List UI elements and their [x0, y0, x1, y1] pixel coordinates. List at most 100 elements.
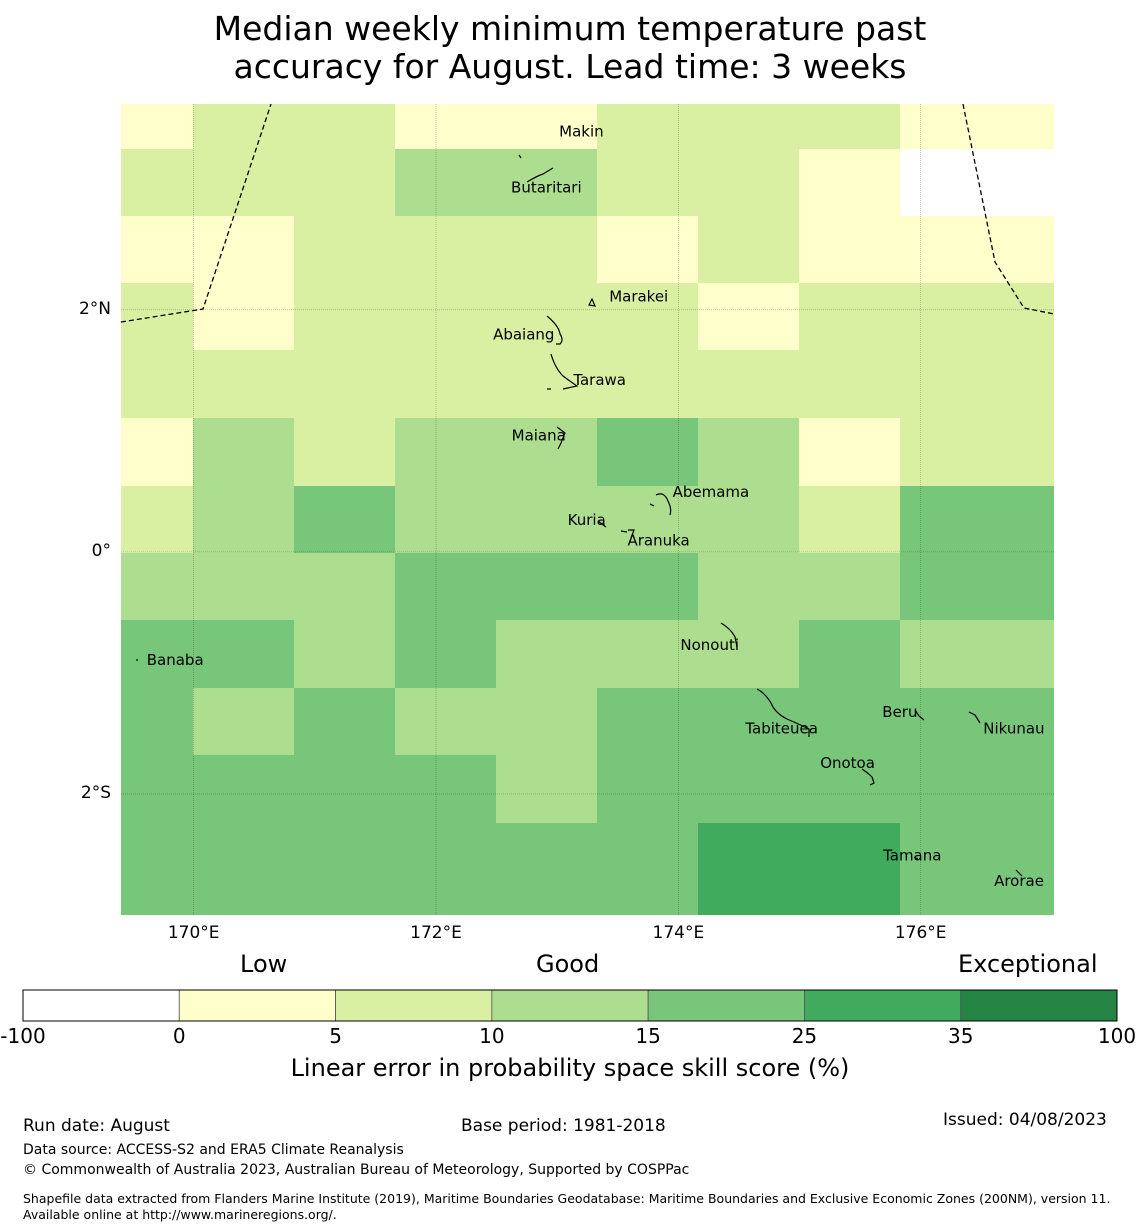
- colorbar-exceptional-label: Exceptional: [958, 950, 1098, 978]
- island-nikunau: [968, 711, 981, 724]
- place-labels: Makin Butaritari Marakei Abaiang Tarawa Maian…: [147, 123, 1045, 890]
- grid-cell: [698, 486, 799, 553]
- island-abaiang: [546, 315, 563, 345]
- colorbar-tick-label: 5: [329, 1024, 342, 1048]
- grid-cell: [1001, 688, 1054, 755]
- colorbar-tick-label: 100: [1097, 1024, 1137, 1048]
- island-tabiteuea: [756, 688, 810, 737]
- latitude-tick-label: 0°: [91, 540, 111, 561]
- island-nonouti: [720, 622, 738, 648]
- grid-cell: [698, 553, 799, 620]
- grid-cell: [294, 553, 395, 620]
- grid-cell: [1001, 755, 1054, 823]
- grid-cell: [294, 283, 395, 350]
- grid-cell: [193, 418, 294, 486]
- colorbar-tick-label: 25: [791, 1024, 818, 1048]
- grid-cell: [294, 620, 395, 688]
- grid-cell: [597, 350, 698, 418]
- run-date: Run date: August: [23, 1116, 170, 1136]
- grid-cell: [698, 823, 799, 890]
- grid-cell: [698, 283, 799, 350]
- grid-cell: [395, 216, 496, 283]
- colorbar-tick-label: 0: [172, 1024, 186, 1048]
- data-source: Data source: ACCESS-S2 and ERA5 Climate …: [23, 1142, 404, 1158]
- place-label-abemama: Abemama: [673, 483, 750, 501]
- island-beru: [914, 709, 925, 721]
- grid-cell: [597, 688, 698, 755]
- skill-grid: [121, 104, 1054, 915]
- island-marakei: [588, 297, 596, 307]
- grid-cell: [900, 418, 1001, 486]
- colorbar-axis-label: Linear error in probability space skill …: [290, 1054, 850, 1082]
- base-period: Base period: 1981-2018: [461, 1116, 666, 1136]
- grid-cell: [799, 350, 900, 418]
- grid-cell: [597, 283, 698, 350]
- grid-cell: [294, 104, 395, 149]
- island-arorae: [1015, 869, 1023, 877]
- grid-cell: [496, 104, 597, 149]
- island-tamana: [913, 856, 919, 860]
- grid-cell: [1001, 890, 1054, 915]
- grid-cell: [1001, 149, 1054, 216]
- place-label-aranuka: Aranuka: [627, 531, 689, 549]
- grid-cell: [395, 350, 496, 418]
- grid-cell: [1001, 486, 1054, 553]
- grid-cell: [496, 350, 597, 418]
- grid-cell: [900, 553, 1001, 620]
- graticule: [121, 104, 1054, 915]
- grid-cell: [121, 350, 193, 418]
- place-label-tamana: Tamana: [882, 846, 941, 864]
- grid-cell: [597, 823, 698, 890]
- grid-cell: [1001, 620, 1054, 688]
- grid-cell: [395, 553, 496, 620]
- place-label-onotoa: Onotoa: [820, 754, 875, 772]
- grid-cell: [294, 216, 395, 283]
- grid-cell: [193, 350, 294, 418]
- grid-cell: [900, 823, 1001, 890]
- grid-cell: [121, 149, 193, 216]
- place-label-butaritari: Butaritari: [511, 179, 582, 197]
- grid-cell: [121, 823, 193, 890]
- grid-cell: [900, 216, 1001, 283]
- issued-date: Issued: 04/08/2023: [943, 1110, 1107, 1130]
- longitude-tick-label: 176°E: [894, 923, 947, 943]
- grid-cell: [121, 755, 193, 823]
- longitude-tick-label: 170°E: [167, 923, 220, 943]
- place-label-tabiteuea: Tabiteuea: [744, 719, 818, 737]
- grid-cell: [597, 755, 698, 823]
- place-label-beru: Beru: [882, 703, 917, 721]
- grid-cell: [597, 620, 698, 688]
- grid-cell: [1001, 553, 1054, 620]
- grid-cell: [496, 418, 597, 486]
- grid-cell: [900, 688, 1001, 755]
- grid-cell: [121, 418, 193, 486]
- grid-cell: [395, 283, 496, 350]
- shapefile-credit: Shapefile data extracted from Flanders M…: [23, 1191, 1111, 1222]
- title-line-2: accuracy for August. Lead time: 3 weeks: [233, 47, 907, 86]
- place-label-arorae: Arorae: [994, 872, 1044, 890]
- grid-cell: [395, 823, 496, 890]
- grid-cell: [799, 216, 900, 283]
- place-label-kuria: Kuria: [568, 511, 606, 529]
- grid-cell: [395, 418, 496, 486]
- grid-cell: [1001, 418, 1054, 486]
- grid-cell: [597, 890, 698, 915]
- grid-cell: [294, 823, 395, 890]
- grid-cell: [597, 104, 698, 149]
- grid-cell: [121, 688, 193, 755]
- island-maiana: [556, 426, 566, 450]
- grid-cell: [496, 890, 597, 915]
- grid-cell: [597, 486, 698, 553]
- grid-cell: [597, 553, 698, 620]
- grid-cell: [1001, 350, 1054, 418]
- colorbar-segment: [647, 989, 805, 1022]
- place-label-nikunau: Nikunau: [983, 719, 1044, 737]
- grid-cell: [799, 104, 900, 149]
- grid-cell: [193, 216, 294, 283]
- colorbar-low-label: Low: [240, 950, 288, 978]
- grid-cell: [597, 149, 698, 216]
- colorbar-segment: [960, 989, 1118, 1022]
- grid-cell: [395, 149, 496, 216]
- colorbar-tick-label: 15: [635, 1024, 661, 1048]
- grid-cell: [698, 688, 799, 755]
